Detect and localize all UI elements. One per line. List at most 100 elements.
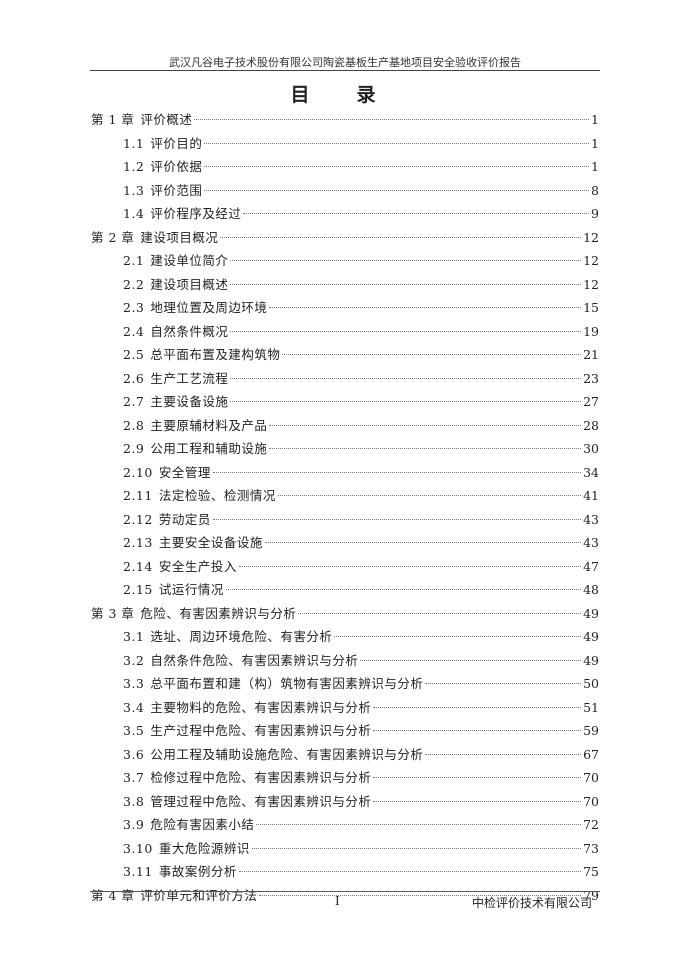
dot-leader	[204, 166, 590, 167]
dot-leader	[251, 847, 582, 849]
toc-entry-page: 1	[591, 159, 599, 174]
toc-section-entry[interactable]: 2.3 地理位置及周边环境 15	[91, 296, 599, 320]
dot-leader	[373, 706, 582, 708]
toc-entry-title: 2.2 建设项目概述	[123, 273, 228, 297]
toc-entry-label: 总平面布置和建（构）筑物有害因素辨识与分析	[150, 676, 424, 691]
toc-section-entry[interactable]: 2.6 生产工艺流程 23	[91, 367, 599, 391]
toc-entry-title: 2.9 公用工程和辅助设施	[123, 437, 267, 461]
toc-entry-label: 法定检验、检测情况	[158, 488, 276, 503]
toc-entry-title: 2.15 试运行情况	[123, 578, 224, 602]
toc-entry-title: 2.6 生产工艺流程	[123, 367, 228, 391]
toc-entry-title: 1.1 评价目的	[123, 132, 202, 156]
toc-section-entry[interactable]: 2.7 主要设备设施 27	[91, 390, 599, 414]
toc-entry-title: 3.9 危险有害因素小结	[123, 813, 254, 837]
toc-entry-label: 建设项目概述	[150, 276, 229, 292]
toc-section-entry[interactable]: 2.14 安全生产投入 47	[91, 555, 599, 579]
toc-entry-title: 1.2 评价依据	[123, 155, 202, 179]
toc-entry-label: 选址、周边环境危险、有害分析	[150, 629, 333, 644]
toc-entry-page: 49	[583, 605, 599, 621]
toc-section-entry[interactable]: 3.11 事故案例分析 75	[91, 860, 599, 884]
toc-entry-label: 主要设备设施	[150, 394, 229, 409]
toc-section-entry[interactable]: 3.3 总平面布置和建（构）筑物有害因素辨识与分析 50	[91, 672, 599, 696]
toc-section-entry[interactable]: 2.13 主要安全设备设施 43	[91, 531, 599, 555]
dot-leader	[220, 236, 582, 238]
toc-section-entry[interactable]: 2.4 自然条件概况 19	[91, 320, 599, 344]
toc-entry-page: 27	[583, 394, 599, 409]
dot-leader	[269, 307, 582, 308]
toc-section-entry[interactable]: 2.9 公用工程和辅助设施 30	[91, 437, 599, 461]
toc-entry-number: 3.3	[123, 676, 145, 691]
toc-section-entry[interactable]: 2.15 试运行情况 48	[91, 578, 599, 602]
dot-leader	[243, 213, 590, 214]
toc-section-entry[interactable]: 3.8 管理过程中危险、有害因素辨识与分析 70	[91, 790, 599, 814]
toc-entry-page: 47	[583, 558, 599, 574]
toc-entry-page: 28	[583, 417, 599, 433]
page-number: I	[335, 894, 340, 908]
toc-entry-label: 检修过程中危险、有害因素辨识与分析	[150, 770, 372, 785]
dot-leader	[282, 354, 582, 355]
toc-entry-number: 2.6	[123, 370, 145, 386]
toc-section-entry[interactable]: 3.4 主要物料的危险、有害因素辨识与分析 51	[91, 696, 599, 720]
toc-entry-label: 建设单位简介	[150, 253, 229, 268]
toc-entry-page: 70	[583, 770, 599, 785]
toc-section-entry[interactable]: 2.5 总平面布置及建构筑物 21	[91, 343, 599, 367]
toc-section-entry[interactable]: 2.8 主要原辅材料及产品 28	[91, 414, 599, 438]
dot-leader	[373, 800, 582, 802]
toc-section-entry[interactable]: 2.1 建设单位简介 12	[91, 249, 599, 273]
toc-section-entry[interactable]: 2.10 安全管理 34	[91, 461, 599, 485]
toc-section-entry[interactable]: 3.2 自然条件危险、有害因素辨识与分析 49	[91, 649, 599, 673]
toc-entry-page: 1	[591, 135, 599, 151]
toc-entry-number: 2.12	[123, 511, 153, 527]
toc-section-entry[interactable]: 3.6 公用工程及辅助设施危险、有害因素辨识与分析 67	[91, 743, 599, 767]
toc-entry-title: 2.8 主要原辅材料及产品	[123, 414, 267, 438]
toc-entry-page: 12	[583, 276, 599, 292]
toc-section-entry[interactable]: 1.4 评价程序及经过 9	[91, 202, 599, 226]
toc-chapter-entry[interactable]: 第 3 章危险、有害因素辨识与分析 49	[91, 602, 599, 626]
toc-entry-label: 总平面布置及建构筑物	[150, 347, 281, 362]
toc-entry-number: 3.2	[123, 652, 145, 668]
toc-section-entry[interactable]: 2.11 法定检验、检测情况 41	[91, 484, 599, 508]
toc-entry-page: 15	[583, 300, 599, 315]
dot-leader	[256, 824, 582, 825]
toc-chapter-entry[interactable]: 第 1 章评价概述 1	[91, 108, 599, 132]
toc-entry-title: 第 1 章评价概述	[91, 108, 192, 132]
toc-section-entry[interactable]: 1.3 评价范围 8	[91, 179, 599, 203]
toc-entry-number: 1.3	[123, 182, 145, 198]
dot-leader	[204, 189, 590, 191]
toc-entry-label: 评价单元和评价方法	[140, 887, 258, 903]
toc-entry-title: 第 4 章评价单元和评价方法	[91, 884, 257, 908]
toc-section-entry[interactable]: 3.5 生产过程中危险、有害因素辨识与分析 59	[91, 719, 599, 743]
toc-entry-label: 危险、有害因素辨识与分析	[140, 605, 297, 621]
toc-entry-number: 第 1 章	[91, 112, 135, 127]
toc-entry-label: 重大危险源辨识	[158, 840, 250, 856]
toc-section-entry[interactable]: 3.7 检修过程中危险、有害因素辨识与分析 70	[91, 766, 599, 790]
toc-entry-label: 试运行情况	[158, 582, 224, 597]
dot-leader	[230, 260, 582, 261]
toc-entry-title: 1.4 评价程序及经过	[123, 202, 241, 226]
toc-entry-title: 2.14 安全生产投入	[123, 555, 237, 579]
dot-leader	[373, 777, 582, 778]
toc-section-entry[interactable]: 3.9 危险有害因素小结 72	[91, 813, 599, 837]
toc-entry-number: 第 4 章	[91, 887, 135, 903]
toc-entry-page: 1	[591, 112, 599, 127]
toc-entry-number: 1.4	[123, 206, 145, 221]
toc-section-entry[interactable]: 3.10 重大危险源辨识 73	[91, 837, 599, 861]
toc-entry-label: 安全生产投入	[158, 558, 237, 574]
toc-section-entry[interactable]: 2.12 劳动定员 43	[91, 508, 599, 532]
toc-section-entry[interactable]: 1.2 评价依据 1	[91, 155, 599, 179]
toc-entry-number: 2.5	[123, 347, 145, 362]
dot-leader	[230, 283, 582, 285]
toc-entry-label: 评价目的	[150, 135, 203, 151]
toc-entry-number: 2.2	[123, 276, 145, 292]
dot-leader	[425, 753, 582, 755]
toc-section-entry[interactable]: 3.1 选址、周边环境危险、有害分析 49	[91, 625, 599, 649]
toc-entry-title: 3.8 管理过程中危险、有害因素辨识与分析	[123, 790, 371, 814]
toc-section-entry[interactable]: 2.2 建设项目概述 12	[91, 273, 599, 297]
toc-section-entry[interactable]: 1.1 评价目的 1	[91, 132, 599, 156]
toc-chapter-entry[interactable]: 第 2 章建设项目概况 12	[91, 226, 599, 250]
toc-entry-page: 9	[591, 206, 599, 221]
toc-entry-title: 3.10 重大危险源辨识	[123, 837, 250, 861]
dot-leader	[298, 612, 582, 614]
toc-entry-number: 2.13	[123, 535, 153, 550]
toc-entry-title: 1.3 评价范围	[123, 179, 202, 203]
